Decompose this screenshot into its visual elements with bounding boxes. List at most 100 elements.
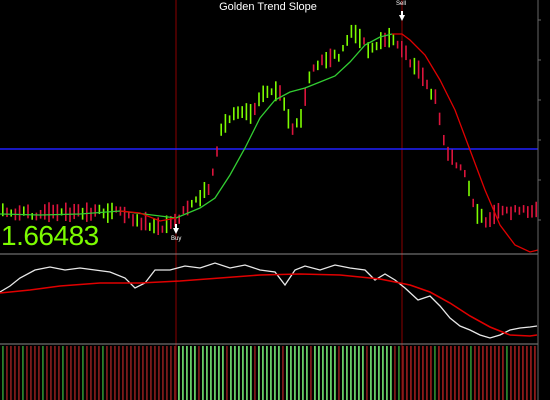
histogram-bar [474,346,476,400]
histogram-bar [130,346,132,400]
candle [333,49,336,59]
candle [270,88,273,96]
candle [405,45,407,61]
histogram-bar [390,346,392,400]
histogram-bar [242,346,244,400]
candle [224,114,227,133]
histogram-bar [278,346,280,400]
candle [186,200,189,216]
histogram-bar [210,346,212,400]
histogram-bar [442,346,444,400]
histogram-bar [338,346,340,400]
histogram-bar [38,346,40,400]
histogram-bar [190,346,192,400]
candle [216,146,218,157]
chart-title: Golden Trend Slope [219,1,317,13]
histogram-bar [450,346,452,400]
histogram-bar [402,346,404,400]
histogram-bar [426,346,428,400]
histogram-bar [86,346,88,400]
histogram-bar [414,346,416,400]
histogram-bar [178,346,180,400]
oscillator-fast-line [0,262,538,339]
histogram-bar [14,346,16,400]
histogram-bar [502,346,504,400]
candle [237,106,239,119]
candle [123,206,126,224]
histogram-bar [62,346,64,400]
candle [132,214,134,227]
histogram-bar [266,346,268,400]
histogram-bar [218,346,220,400]
candle [275,81,277,102]
candle [228,115,231,124]
histogram-bar [422,346,424,400]
candle [384,32,386,47]
candle [497,203,500,219]
candle [107,203,109,223]
candle [510,206,512,221]
histogram-bar [318,346,320,400]
candle [165,215,168,234]
histogram-bar [482,346,484,400]
candle [354,24,357,44]
candle [451,149,453,165]
candles [2,24,537,235]
histogram-bar [510,346,512,400]
histogram-bar [486,346,488,400]
histogram-bar [470,346,472,400]
candle [485,217,487,228]
histogram-bar [362,346,364,400]
histogram-bar [94,346,96,400]
histogram-bar [250,346,252,400]
candle [312,64,315,72]
candle [220,123,222,136]
candle [35,212,38,221]
histogram-bar [174,346,176,400]
candle [388,27,390,48]
candle [359,28,361,49]
oscillator-slow-line [0,273,538,337]
histogram-bar [142,346,144,400]
histogram-bar [270,346,272,400]
candle [136,214,138,227]
candle [367,42,369,59]
candle [44,204,46,220]
signal-arrows [173,11,405,234]
candle [392,34,395,46]
candle [157,217,159,235]
buy-signal-label: Buy [171,236,182,242]
histogram-bar [298,346,300,400]
candle [102,208,105,219]
candle [161,225,164,233]
candle [401,40,403,58]
histogram-bar [350,346,352,400]
candle [371,42,374,53]
candle [522,205,525,213]
histogram-bar [330,346,332,400]
histogram-bar [290,346,292,400]
candle [241,106,243,118]
histogram-bar [102,346,104,400]
histogram-bar [22,346,24,400]
histogram-bar [222,346,224,400]
candle [170,215,172,229]
histogram-bar [534,346,536,400]
candle [94,204,96,217]
candle [434,89,437,104]
vertical-markers [175,0,403,400]
histogram-bar [490,346,492,400]
candle [459,164,462,171]
candle [149,222,151,231]
sell-signal-label: Sell [396,1,407,7]
candle [527,206,529,218]
candle [178,214,180,224]
histogram-bar [386,346,388,400]
candle [266,85,269,98]
histogram-bar [434,346,436,400]
histogram-bar [498,346,500,400]
candle [31,213,33,220]
histogram-bar [50,346,52,400]
candle [52,204,54,219]
